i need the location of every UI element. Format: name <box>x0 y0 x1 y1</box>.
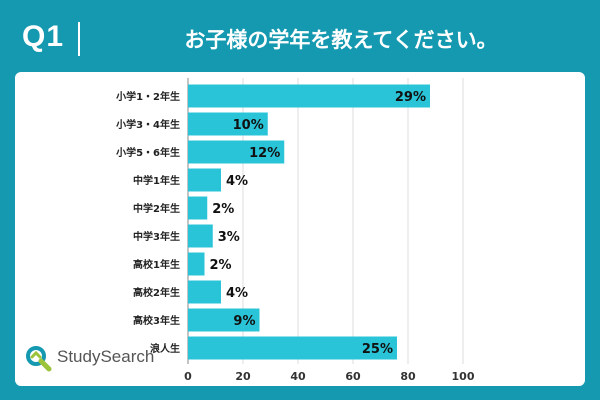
x-tick-label: 80 <box>400 370 416 383</box>
category-label: 高校3年生 <box>133 314 180 327</box>
data-label: 25% <box>362 342 393 357</box>
bar <box>188 112 268 136</box>
category-label: 小学1・2年生 <box>115 90 180 103</box>
logo-mark-icon <box>26 346 52 372</box>
category-label: 小学5・6年生 <box>115 146 180 159</box>
data-label: 12% <box>249 146 280 161</box>
category-label: 高校2年生 <box>133 286 180 299</box>
studysearch-logo: StudySearch <box>25 344 155 372</box>
bar <box>188 252 205 276</box>
bar <box>188 140 285 164</box>
category-label: 小学3・4年生 <box>115 118 180 131</box>
data-label: 4% <box>226 286 248 301</box>
brand-name: StudySearch <box>57 347 155 366</box>
data-label: 9% <box>233 314 255 329</box>
page-title: お子様の学年を教えてください。 <box>184 28 498 52</box>
chart-panel: 0 20 40 60 80 100 小学1・2年生 29% 小学3・4年生 10% 小学5・6年生 1… <box>15 72 585 386</box>
bar-chart: 0 20 40 60 80 100 小学1・2年生 29% 小学3・4年生 10% 小学5・6年生 1… <box>115 78 475 383</box>
bar <box>188 308 260 332</box>
data-label: 3% <box>218 230 240 245</box>
category-label: 中学3年生 <box>133 230 180 243</box>
category-label: 高校1年生 <box>133 258 180 271</box>
category-label: 中学1年生 <box>133 174 180 187</box>
data-label: 2% <box>210 258 232 273</box>
question-label: Q1 <box>22 20 65 53</box>
data-label: 10% <box>233 118 264 133</box>
x-tick-label: 60 <box>345 370 361 383</box>
header: Q1 お子様の学年を教えてください。 <box>0 0 600 72</box>
bar <box>188 280 221 304</box>
x-tick-label: 0 <box>184 370 192 383</box>
bar <box>188 168 221 192</box>
bar <box>188 336 397 360</box>
header-divider <box>78 22 80 56</box>
bar <box>188 196 208 220</box>
category-label: 浪人生 <box>150 342 180 355</box>
data-label: 4% <box>226 174 248 189</box>
bar <box>188 84 430 108</box>
data-label: 29% <box>395 90 426 105</box>
category-label: 中学2年生 <box>133 202 180 215</box>
data-label: 2% <box>212 202 234 217</box>
x-tick-label: 20 <box>235 370 251 383</box>
x-tick-label: 40 <box>290 370 306 383</box>
bar <box>188 224 213 248</box>
x-tick-label: 100 <box>452 370 475 383</box>
